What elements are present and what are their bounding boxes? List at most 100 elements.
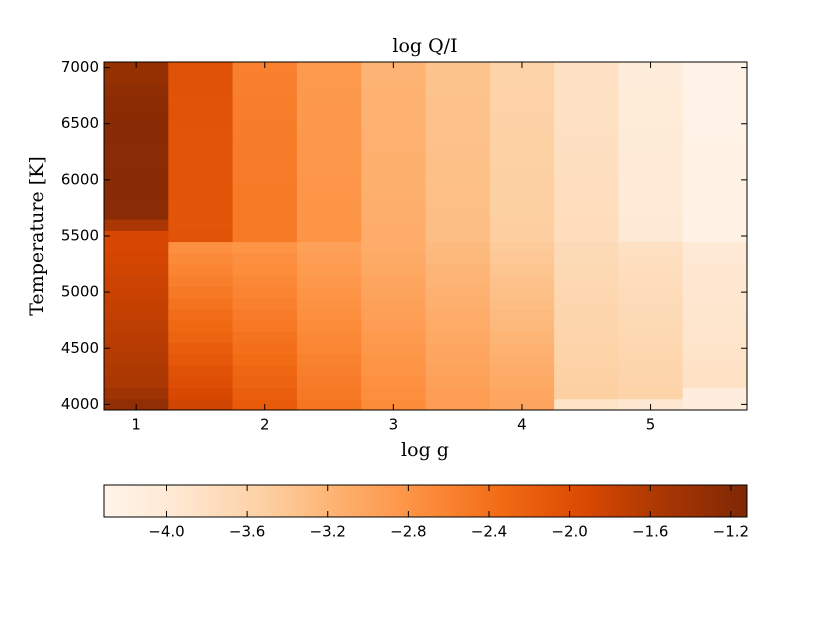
heatmap-cell	[168, 387, 234, 400]
heatmap-cell	[361, 73, 426, 85]
heatmap-cell	[168, 230, 234, 243]
heatmap-cell	[361, 308, 426, 321]
heatmap-cell	[296, 342, 362, 355]
heatmap-cell	[232, 297, 298, 310]
x-axis-label: log g	[401, 439, 449, 461]
heatmap-cell	[296, 207, 362, 220]
heatmap-cell	[682, 308, 748, 321]
heatmap-cell	[554, 106, 619, 119]
heatmap-cell	[361, 297, 426, 310]
heatmap-cell	[104, 308, 169, 321]
x-tick-label: 3	[389, 416, 399, 434]
heatmap-cell	[104, 297, 169, 310]
heatmap-cell	[296, 297, 362, 310]
heatmap-cell	[618, 320, 684, 332]
heatmap-cell	[489, 353, 555, 366]
heatmap-cell	[554, 207, 619, 220]
heatmap-cell	[554, 151, 619, 164]
heatmap-cell	[104, 207, 169, 220]
heatmap-cell	[168, 353, 234, 366]
heatmap-cell	[489, 174, 555, 186]
colorbar-tick-label: −2.8	[390, 523, 426, 541]
heatmap-cell	[104, 174, 169, 186]
heatmap-cell	[168, 151, 234, 164]
heatmap-cell	[296, 95, 362, 108]
heatmap-cell	[682, 163, 748, 175]
heatmap-cell	[682, 207, 748, 220]
heatmap-cell	[554, 95, 619, 108]
heatmap-cell	[425, 62, 491, 74]
heatmap-cell	[232, 365, 298, 377]
heatmap-cell	[425, 353, 491, 366]
chart-title: log Q/I	[392, 35, 457, 57]
heatmap-cell	[682, 342, 748, 355]
heatmap-cell	[682, 106, 748, 119]
heatmap-cell	[618, 207, 684, 220]
heatmap-cell	[168, 219, 234, 231]
x-tick-label: 4	[517, 416, 527, 434]
heatmap-cell	[682, 286, 748, 299]
heatmap-cell	[361, 252, 426, 265]
heatmap-cell	[618, 376, 684, 389]
heatmap-cell	[232, 376, 298, 389]
heatmap-cell	[554, 387, 619, 400]
heatmap-cell	[489, 129, 555, 142]
heatmap-cell	[296, 252, 362, 265]
heatmap-cell	[682, 241, 748, 254]
colorbar-tick-label: −4.0	[148, 523, 184, 541]
heatmap-cell	[361, 353, 426, 366]
heatmap-cell	[554, 331, 619, 344]
heatmap-cell	[361, 230, 426, 243]
y-axis-label: Temperature [K]	[26, 156, 48, 316]
heatmap-cell	[489, 118, 555, 130]
heatmap-cell	[104, 342, 169, 355]
heatmap-cell	[232, 275, 298, 288]
heatmap-cell	[425, 118, 491, 130]
heatmap-cell	[682, 95, 748, 108]
heatmap-cell	[168, 320, 234, 332]
heatmap-cell	[682, 62, 748, 74]
heatmap-cell	[168, 207, 234, 220]
y-tick-label: 4000	[61, 395, 99, 413]
heatmap-cell	[425, 342, 491, 355]
heatmap-cell	[489, 163, 555, 175]
heatmap-cell	[232, 129, 298, 142]
heatmap-cell	[296, 275, 362, 288]
heatmap-cell	[104, 241, 169, 254]
heatmap-cell	[104, 84, 169, 97]
heatmap-cell	[682, 353, 748, 366]
heatmap-cell	[554, 286, 619, 299]
heatmap-cell	[554, 365, 619, 377]
heatmap-cell	[296, 196, 362, 209]
heatmap-cell	[554, 297, 619, 310]
heatmap-cell	[682, 252, 748, 265]
heatmap-cell	[554, 219, 619, 231]
heatmap-cell	[618, 230, 684, 243]
heatmap-cell	[489, 95, 555, 108]
heatmap-cell	[296, 264, 362, 276]
heatmap-cell	[168, 140, 234, 153]
heatmap-cell	[618, 342, 684, 355]
heatmap-cell	[425, 376, 491, 389]
heatmap-cell	[361, 286, 426, 299]
heatmap-cell	[361, 275, 426, 288]
heatmap-cell	[425, 264, 491, 276]
heatmap-cell	[296, 118, 362, 130]
heatmap-cell	[232, 174, 298, 186]
heatmap-cell	[618, 297, 684, 310]
heatmap-cell	[168, 118, 234, 130]
heatmap-cell	[554, 398, 619, 411]
heatmap-cell	[618, 308, 684, 321]
heatmap-cell	[361, 185, 426, 198]
x-tick-label: 5	[646, 416, 656, 434]
heatmap-cell	[168, 174, 234, 186]
heatmap-cell	[104, 264, 169, 276]
heatmap-cell	[425, 163, 491, 175]
heatmap-cell	[232, 163, 298, 175]
heatmap-cell	[489, 73, 555, 85]
heatmap-cell	[425, 241, 491, 254]
heatmap-cell	[232, 308, 298, 321]
heatmap-cell	[168, 196, 234, 209]
heatmap-cell	[232, 118, 298, 130]
